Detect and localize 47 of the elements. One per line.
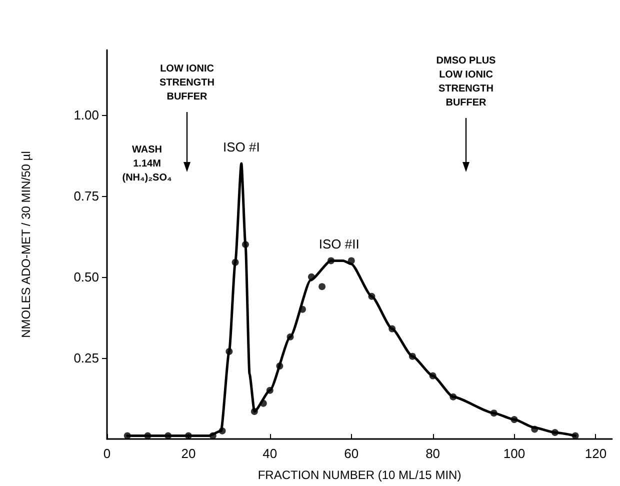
x-tick-label: 120 bbox=[584, 446, 607, 461]
point bbox=[276, 362, 284, 370]
point bbox=[348, 257, 355, 264]
y-tick-label: 1.00 bbox=[74, 107, 99, 122]
point bbox=[266, 386, 274, 394]
point bbox=[531, 426, 538, 433]
annotation: ISO #I bbox=[222, 139, 260, 154]
point bbox=[388, 325, 396, 332]
point bbox=[164, 432, 172, 440]
annotation: DMSO PLUS LOW IONIC STRENGTH BUFFER bbox=[436, 56, 496, 108]
point bbox=[286, 333, 294, 340]
point bbox=[408, 352, 416, 360]
point bbox=[260, 400, 267, 407]
point bbox=[218, 427, 226, 434]
point bbox=[226, 348, 233, 355]
point bbox=[242, 241, 249, 248]
point bbox=[572, 432, 579, 440]
point bbox=[232, 258, 239, 266]
y-axis-title: NMOLES ADO-MET / 30 MIN/50 µl bbox=[19, 151, 33, 338]
y-tick-label: 0.75 bbox=[74, 188, 99, 204]
x-tick-label: 0 bbox=[103, 446, 111, 461]
point bbox=[429, 372, 436, 380]
point bbox=[551, 429, 558, 436]
point bbox=[308, 273, 315, 280]
x-tick-label: 40 bbox=[262, 446, 278, 461]
annotation: ISO #II bbox=[318, 236, 360, 252]
x-tick-label: 80 bbox=[426, 446, 440, 461]
point bbox=[184, 432, 192, 440]
point bbox=[298, 306, 306, 313]
x-tick-label: 100 bbox=[503, 446, 526, 461]
point bbox=[124, 432, 131, 440]
point bbox=[250, 408, 258, 415]
point bbox=[209, 432, 216, 440]
x-tick-label: 60 bbox=[344, 446, 359, 461]
point bbox=[490, 410, 498, 417]
point bbox=[450, 393, 457, 400]
point bbox=[368, 292, 376, 300]
x-tick-label: 20 bbox=[181, 446, 196, 461]
annotation: LOW IONIC STRENGTH BUFFER bbox=[160, 64, 214, 102]
point bbox=[510, 416, 518, 424]
point bbox=[328, 257, 334, 264]
y-tick-label: 0.25 bbox=[74, 350, 99, 366]
y-tick-label: 0.50 bbox=[74, 269, 99, 284]
annotation: WASH 1.14M (NH₄)₂SO₄ bbox=[122, 144, 172, 184]
point bbox=[318, 283, 326, 290]
x-axis-title: FRACTION NUMBER (10 ML/15 MIN) bbox=[258, 468, 462, 482]
point bbox=[144, 432, 152, 440]
